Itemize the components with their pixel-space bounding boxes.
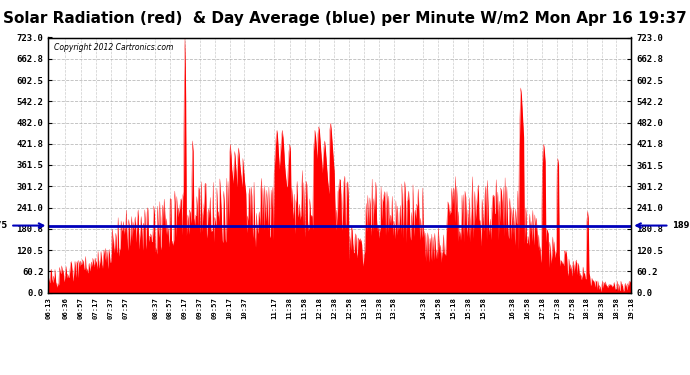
Text: Solar Radiation (red)  & Day Average (blue) per Minute W/m2 Mon Apr 16 19:37: Solar Radiation (red) & Day Average (blu… — [3, 11, 687, 26]
Text: 189.75: 189.75 — [636, 221, 690, 230]
Text: Copyright 2012 Cartronics.com: Copyright 2012 Cartronics.com — [54, 43, 173, 52]
Text: 189.75: 189.75 — [0, 221, 43, 230]
